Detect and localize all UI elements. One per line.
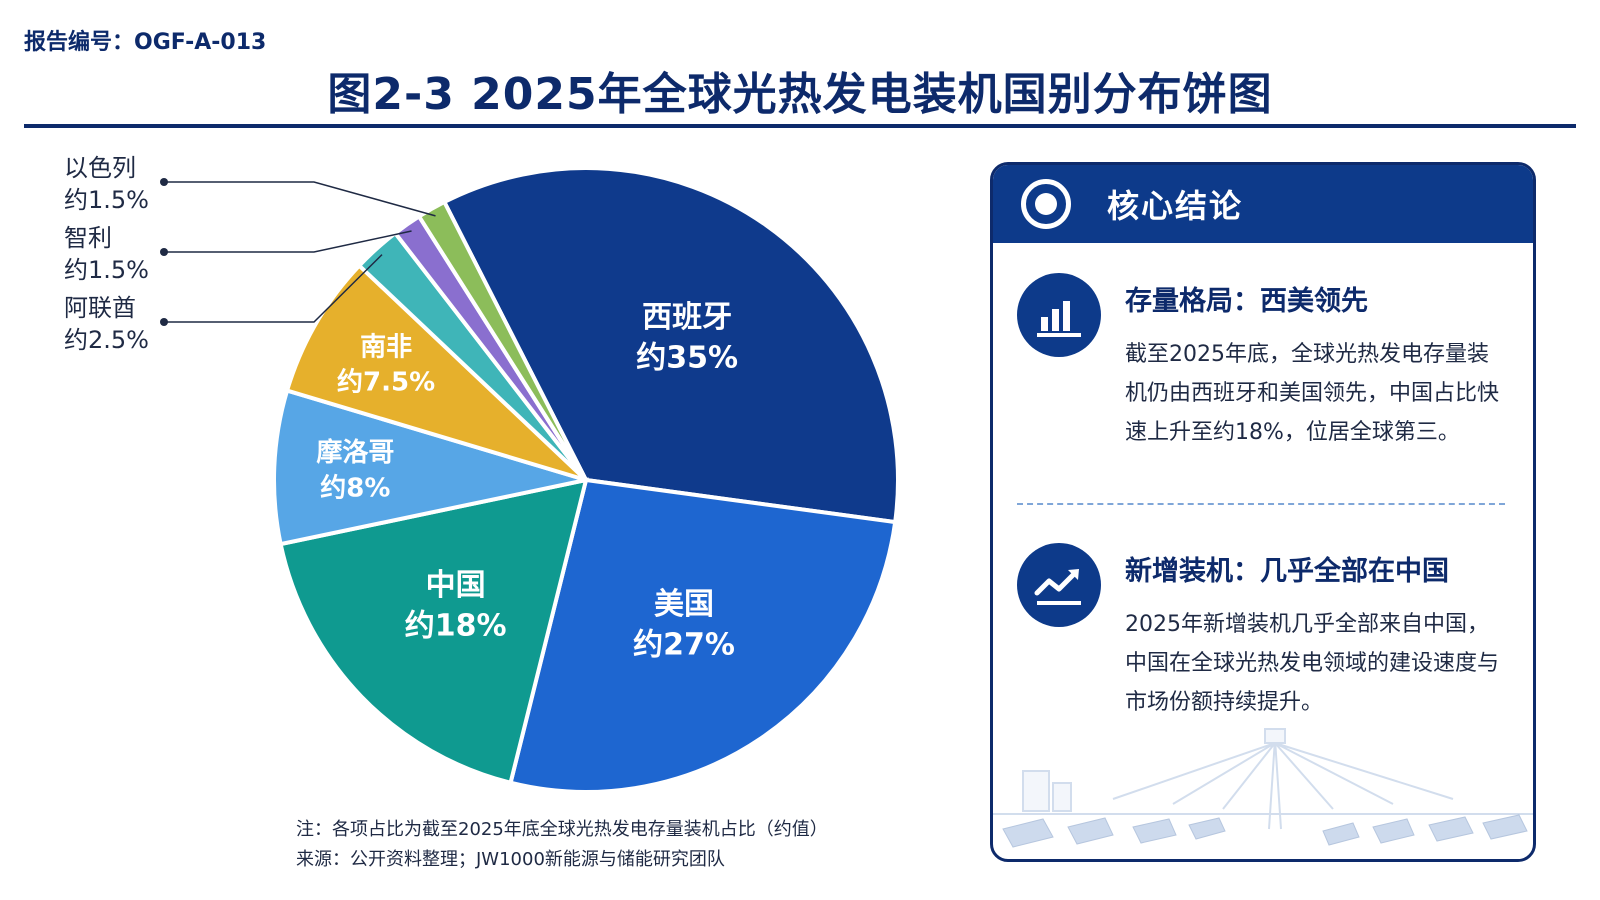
slice-label-value: 约2.5% (64, 326, 149, 354)
source-text: 来源：公开资料整理；JW1000新能源与储能研究团队 (296, 849, 725, 870)
slice-label-name: 南非 (360, 332, 412, 362)
solar-field-illustration (993, 728, 1533, 848)
title-divider (24, 124, 1576, 128)
pie-slice-1 (508, 477, 898, 794)
leader-dot (160, 178, 168, 186)
target-icon (1021, 179, 1071, 229)
finding-heading: 存量格局：西美领先 (1125, 286, 1368, 317)
finding-text: 2025年新增装机几乎全部来自中国，中国在全球光热发电领域的建设速度与市场份额持… (1125, 612, 1500, 715)
slice-label-name: 美国 (654, 587, 714, 622)
chart-title: 图2-3 2025年全球光热发电装机国别分布饼图 (327, 69, 1273, 120)
panel-header: 核心结论 (993, 165, 1533, 243)
leader-dot (160, 318, 168, 326)
slice-label-name: 阿联酋 (64, 294, 136, 322)
slice-label-name: 西班牙 (642, 300, 732, 335)
slice-label-value: 约1.5% (64, 186, 149, 214)
bar-chart-icon (1017, 273, 1101, 357)
slice-label-name: 中国 (426, 568, 486, 603)
slice-label-name: 智利 (64, 224, 112, 252)
pie-slice-4 (284, 262, 588, 482)
slice-label-value: 约27% (633, 628, 735, 663)
leader-line (164, 230, 412, 253)
leader-line (164, 254, 383, 323)
key-findings-panel: 核心结论 存量格局：西美领先 截至2025年底，全球光热发电存量装机仍由西班牙和… (990, 162, 1536, 862)
slice-label-value: 约7.5% (337, 366, 435, 397)
leader-line (164, 181, 436, 217)
finding-heading: 新增装机：几乎全部在中国 (1125, 556, 1449, 587)
dashed-divider (1017, 503, 1505, 505)
panel-title: 核心结论 (1107, 187, 1244, 225)
report-number: 报告编号：OGF-A-013 (24, 30, 267, 55)
pie-slice-2 (278, 477, 589, 786)
slice-label-name: 摩洛哥 (316, 437, 394, 468)
pie-slice-7 (416, 199, 588, 482)
slice-label-value: 约8% (320, 472, 390, 503)
slice-label-value: 约35% (636, 341, 738, 376)
pie-slice-3 (272, 388, 587, 547)
slice-label-value: 约1.5% (64, 256, 149, 284)
slice-label-value: 约18% (405, 609, 507, 644)
chart-notes: 注：各项占比为截至2025年底全球光热发电存量装机占比（约值） 来源：公开资料整… (296, 815, 828, 875)
note-text: 注：各项占比为截至2025年底全球光热发电存量装机占比（约值） (296, 819, 828, 840)
leader-dot (160, 248, 168, 256)
pie-slice-0 (441, 166, 900, 525)
slice-label-name: 以色列 (64, 154, 136, 182)
finding-text: 截至2025年底，全球光热发电存量装机仍由西班牙和美国领先，中国占比快速上升至约… (1125, 342, 1500, 445)
trend-up-icon (1017, 543, 1101, 627)
